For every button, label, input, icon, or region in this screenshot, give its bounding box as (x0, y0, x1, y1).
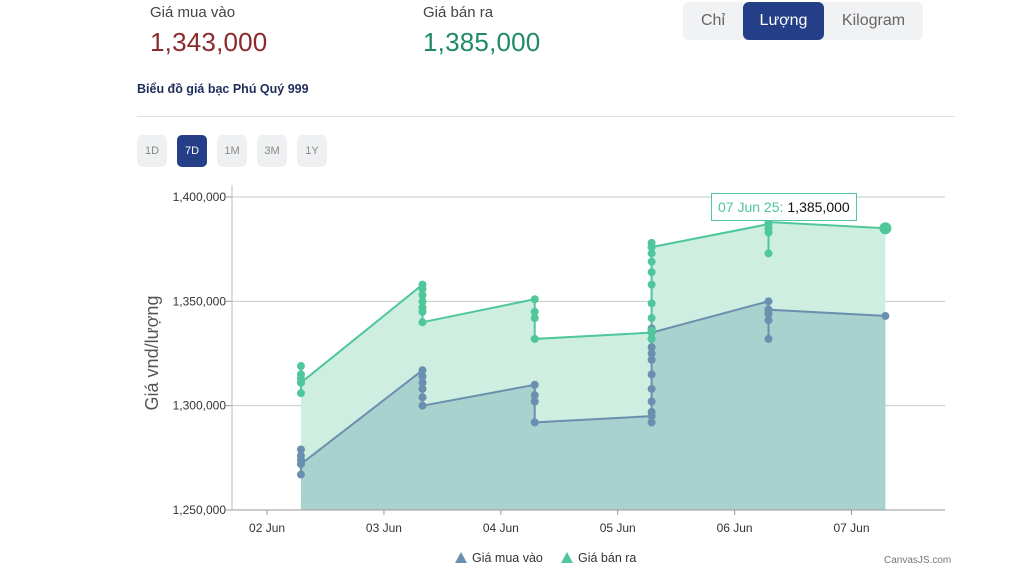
unit-toggle: Chỉ Lượng Kilogram (683, 2, 923, 40)
buy-price-value: 1,343,000 (150, 27, 268, 57)
y-tick-label: 1,300,000 (173, 399, 227, 413)
range-3m-button[interactable]: 3M (257, 135, 287, 167)
divider (137, 116, 955, 117)
buy-point (418, 384, 427, 393)
buy-point (647, 397, 656, 406)
sell-point (530, 307, 539, 316)
buy-point (647, 343, 656, 352)
range-1d-button[interactable]: 1D (137, 135, 167, 167)
sell-point (647, 299, 656, 308)
buy-point (764, 297, 773, 306)
buy-price-block: Giá mua vào 1,343,000 (150, 4, 267, 58)
sell-price-value: 1,385,000 (423, 27, 541, 57)
range-1y-button[interactable]: 1Y (297, 135, 327, 167)
sell-point (296, 370, 305, 379)
buy-point (764, 305, 773, 314)
legend-buy-label: Giá mua vào (472, 551, 543, 565)
sell-point (418, 291, 427, 300)
range-7d-button[interactable]: 7D (177, 135, 207, 167)
buy-point (647, 384, 656, 393)
x-tick-label: 04 Jun (483, 521, 519, 535)
buy-point (764, 316, 773, 325)
x-tick-label: 06 Jun (717, 521, 753, 535)
buy-point (647, 349, 656, 358)
sell-point (296, 378, 305, 387)
sell-point-highlighted (879, 222, 892, 235)
buy-point (530, 391, 539, 400)
y-axis-title: Giá vnd/lượng (142, 296, 162, 411)
buy-point (418, 393, 427, 402)
legend-sell-marker (561, 552, 573, 563)
sell-point (530, 334, 539, 343)
unit-kilogram-button[interactable]: Kilogram (841, 12, 906, 29)
sell-point (296, 362, 305, 371)
sell-point (647, 314, 656, 323)
buy-point (764, 334, 773, 343)
sell-point (418, 307, 427, 316)
sell-point (418, 297, 427, 306)
y-tick-label: 1,250,000 (173, 503, 227, 517)
y-tick-label: 1,400,000 (173, 190, 227, 204)
x-tick-label: 07 Jun (833, 521, 869, 535)
buy-point (296, 470, 305, 479)
x-tick-label: 02 Jun (249, 521, 285, 535)
buy-point (647, 418, 656, 427)
sell-point (530, 295, 539, 304)
x-tick-label: 05 Jun (600, 521, 636, 535)
sell-point (764, 228, 773, 237)
buy-point (296, 445, 305, 454)
unit-chi-button[interactable]: Chỉ (700, 12, 725, 29)
buy-point (418, 378, 427, 387)
legend-sell-label: Giá bán ra (578, 551, 636, 565)
sell-point (418, 318, 427, 327)
sell-point (530, 314, 539, 323)
sell-point (647, 334, 656, 343)
buy-point (530, 397, 539, 406)
sell-point (647, 268, 656, 277)
buy-point (647, 370, 656, 379)
range-1m-button[interactable]: 1M (217, 135, 247, 167)
buy-price-label: Giá mua vào (150, 4, 236, 21)
sell-point (764, 249, 773, 258)
x-tick-label: 03 Jun (366, 521, 402, 535)
buy-point (647, 407, 656, 416)
sell-point (296, 389, 305, 398)
sell-point (647, 326, 656, 335)
credit-label: CanvasJS.com (884, 555, 952, 566)
y-tick-label: 1,350,000 (173, 294, 227, 308)
tooltip-date: 07 Jun 25: (718, 199, 784, 215)
buy-point (418, 372, 427, 381)
unit-luong-button[interactable]: Lượng (743, 2, 824, 40)
buy-point (296, 460, 305, 469)
sell-price-label: Giá bán ra (423, 4, 494, 21)
sell-point (647, 280, 656, 289)
tooltip-value: 1,385,000 (787, 199, 850, 215)
chart-tooltip: 07 Jun 25: 1,385,000 (711, 193, 857, 221)
buy-point (647, 355, 656, 364)
sell-price-block: Giá bán ra 1,385,000 (423, 4, 540, 58)
sell-point (647, 257, 656, 266)
buy-point (530, 418, 539, 427)
buy-point (418, 401, 427, 410)
sell-point (647, 249, 656, 258)
buy-point (881, 311, 890, 320)
legend-buy-marker (455, 552, 467, 563)
buy-area (300, 301, 886, 510)
chart-title: Biểu đồ giá bạc Phú Quý 999 (137, 82, 309, 96)
range-buttons: 1D 7D 1M 3M 1Y (137, 135, 337, 167)
buy-point (530, 380, 539, 389)
sell-point (647, 243, 656, 252)
sell-point (418, 284, 427, 293)
buy-point (296, 451, 305, 460)
buy-point (418, 366, 427, 375)
